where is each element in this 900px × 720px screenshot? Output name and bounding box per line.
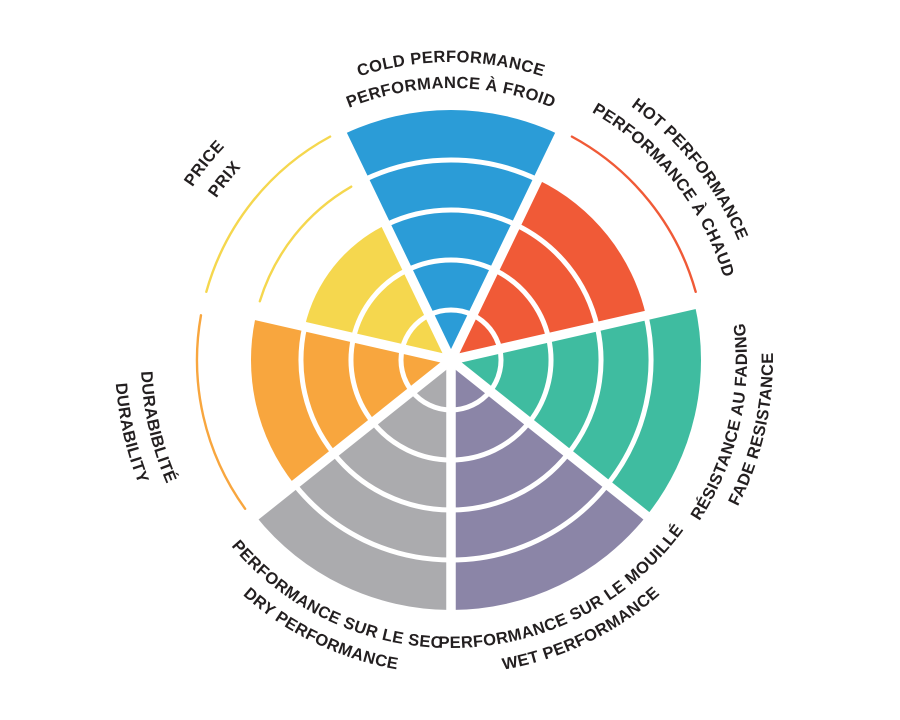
sector-hot-performance-label-en: HOT PERFORMANCE bbox=[629, 95, 752, 243]
ring-divider bbox=[605, 314, 654, 487]
sector-durability-unfilled-ring-arc bbox=[195, 314, 247, 510]
ring-divider bbox=[450, 483, 610, 563]
sector-separator bbox=[449, 297, 704, 365]
ring-divider bbox=[370, 420, 452, 463]
sector-separator bbox=[448, 356, 656, 525]
ring-divider bbox=[406, 257, 496, 273]
ring-divider bbox=[450, 420, 532, 463]
sector-fade-resistance-wedge bbox=[451, 304, 701, 516]
sector-wet-performance-wedge bbox=[451, 360, 647, 610]
ring-divider bbox=[384, 207, 518, 228]
sector-separator bbox=[446, 125, 568, 363]
sector-hot-performance-unfilled-ring-arc bbox=[570, 135, 697, 294]
sector-price-unfilled-ring-arc bbox=[258, 185, 353, 303]
ring-divider bbox=[527, 337, 554, 424]
ring-divider bbox=[351, 267, 409, 339]
ring-divider bbox=[331, 451, 452, 513]
ring-divider bbox=[363, 157, 539, 183]
sector-dry-performance-wedge bbox=[255, 360, 451, 610]
sector-price-unfilled-ring-arc bbox=[205, 135, 332, 294]
ring-divider bbox=[493, 267, 551, 339]
ring-divider bbox=[514, 222, 600, 328]
sector-separator bbox=[246, 356, 454, 525]
ring-divider bbox=[292, 483, 452, 563]
ring-divider bbox=[450, 451, 571, 513]
sector-separator bbox=[334, 125, 456, 363]
ring-divider bbox=[566, 326, 604, 456]
sector-separator bbox=[198, 297, 453, 365]
sector-cold-performance-label-fr: PERFORMANCE À FROID bbox=[344, 74, 558, 112]
sector-hot-performance-wedge bbox=[451, 179, 646, 360]
ring-divider bbox=[298, 326, 336, 456]
ring-divider bbox=[348, 337, 375, 424]
sector-cold-performance-wedge bbox=[342, 110, 560, 361]
